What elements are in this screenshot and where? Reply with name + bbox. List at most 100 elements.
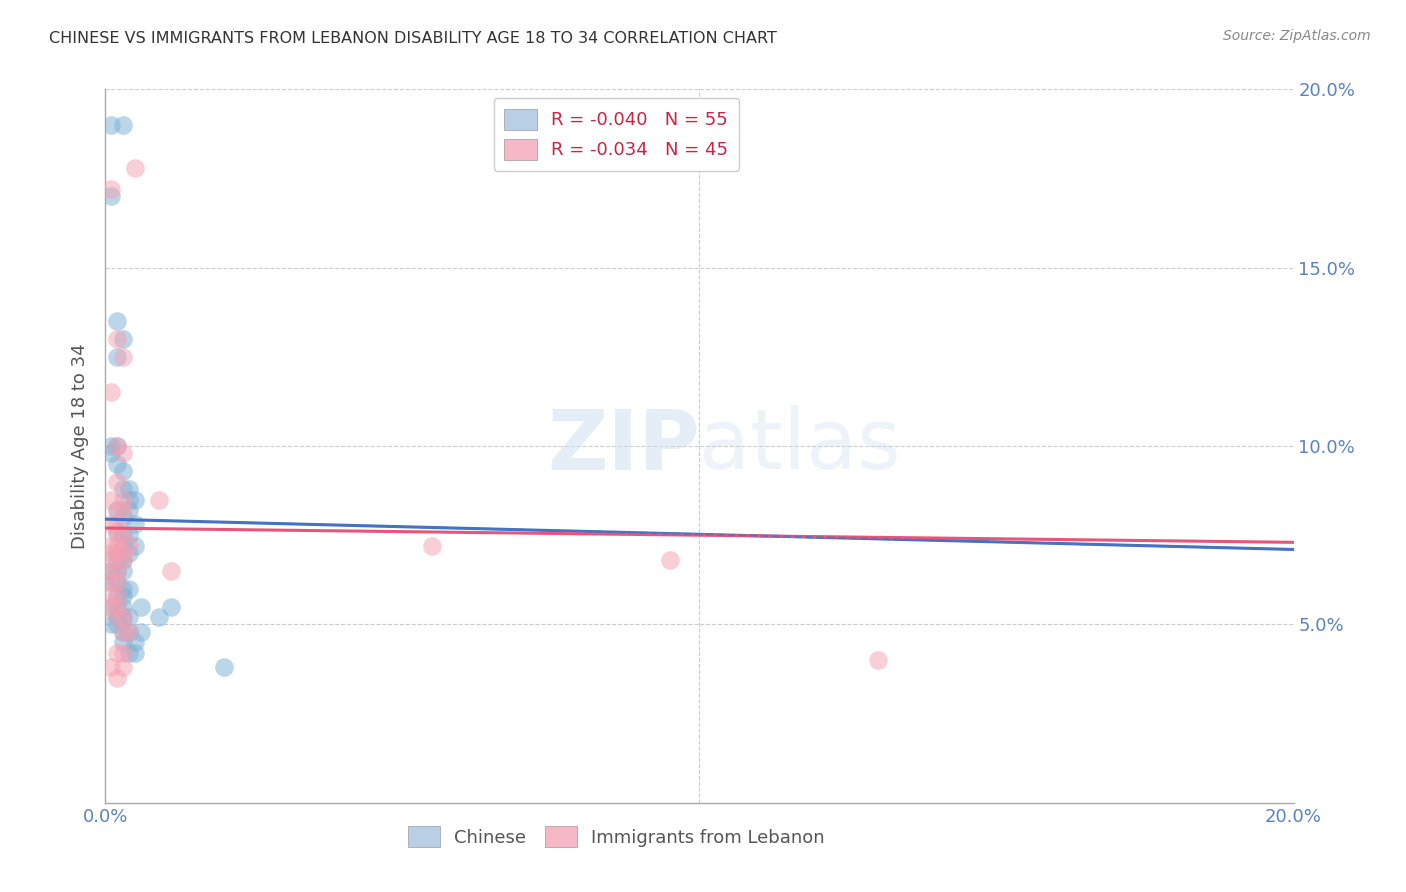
- Point: [105, 599, 128, 614]
- Point: [112, 528, 135, 542]
- Point: [148, 610, 170, 624]
- Point: [105, 617, 128, 632]
- Point: [100, 546, 122, 560]
- Point: [100, 517, 122, 532]
- Point: [105, 546, 128, 560]
- Point: [105, 503, 128, 517]
- Point: [112, 646, 135, 660]
- Point: [100, 118, 122, 132]
- Point: [118, 546, 141, 560]
- Point: [124, 492, 146, 507]
- Point: [118, 492, 141, 507]
- Point: [112, 546, 135, 560]
- Point: [100, 617, 122, 632]
- Point: [112, 624, 135, 639]
- Point: [112, 350, 135, 364]
- Point: [100, 189, 122, 203]
- Point: [118, 503, 141, 517]
- Point: [112, 610, 135, 624]
- Point: [112, 582, 135, 596]
- Point: [105, 574, 128, 589]
- Point: [100, 446, 122, 460]
- Point: [105, 610, 128, 624]
- Point: [124, 161, 146, 175]
- Point: [118, 528, 141, 542]
- Point: [105, 350, 128, 364]
- Point: [124, 539, 146, 553]
- Point: [100, 439, 122, 453]
- Point: [105, 528, 128, 542]
- Point: [105, 564, 128, 578]
- Point: [105, 589, 128, 603]
- Point: [100, 574, 122, 589]
- Point: [105, 546, 128, 560]
- Point: [100, 599, 122, 614]
- Point: [118, 539, 141, 553]
- Point: [105, 475, 128, 489]
- Point: [100, 492, 122, 507]
- Point: [124, 646, 146, 660]
- Point: [214, 660, 236, 674]
- Point: [105, 457, 128, 471]
- Point: [112, 446, 135, 460]
- Point: [112, 464, 135, 478]
- Point: [112, 528, 135, 542]
- Point: [118, 624, 141, 639]
- Point: [105, 539, 128, 553]
- Point: [112, 660, 135, 674]
- Point: [105, 332, 128, 346]
- Point: [118, 582, 141, 596]
- Point: [100, 599, 122, 614]
- Point: [105, 599, 128, 614]
- Point: [124, 635, 146, 649]
- Point: [105, 553, 128, 567]
- Point: [105, 574, 128, 589]
- Point: [105, 439, 128, 453]
- Point: [112, 564, 135, 578]
- Point: [159, 599, 181, 614]
- Point: [100, 660, 122, 674]
- Point: [866, 653, 889, 667]
- Point: [105, 610, 128, 624]
- Point: [105, 671, 128, 685]
- Point: [105, 646, 128, 660]
- Point: [100, 564, 122, 578]
- Point: [159, 564, 181, 578]
- Point: [112, 624, 135, 639]
- Point: [105, 517, 128, 532]
- Point: [112, 599, 135, 614]
- Point: [112, 118, 135, 132]
- Point: [118, 624, 141, 639]
- Point: [658, 553, 681, 567]
- Point: [105, 524, 128, 539]
- Point: [129, 624, 152, 639]
- Point: [105, 503, 128, 517]
- Point: [112, 482, 135, 496]
- Point: [100, 589, 122, 603]
- Point: [112, 510, 135, 524]
- Point: [112, 610, 135, 624]
- Text: ZIP: ZIP: [547, 406, 700, 486]
- Point: [112, 539, 135, 553]
- Point: [118, 610, 141, 624]
- Point: [118, 646, 141, 660]
- Point: [112, 553, 135, 567]
- Point: [105, 439, 128, 453]
- Point: [118, 482, 141, 496]
- Point: [112, 332, 135, 346]
- Point: [112, 635, 135, 649]
- Point: [148, 492, 170, 507]
- Point: [420, 539, 443, 553]
- Point: [112, 503, 135, 517]
- Point: [100, 539, 122, 553]
- Point: [112, 553, 135, 567]
- Point: [100, 182, 122, 196]
- Point: [112, 492, 135, 507]
- Text: CHINESE VS IMMIGRANTS FROM LEBANON DISABILITY AGE 18 TO 34 CORRELATION CHART: CHINESE VS IMMIGRANTS FROM LEBANON DISAB…: [49, 31, 778, 46]
- Point: [105, 564, 128, 578]
- Point: [100, 385, 122, 400]
- Text: atlas: atlas: [700, 406, 901, 486]
- Legend: Chinese, Immigrants from Lebanon: Chinese, Immigrants from Lebanon: [401, 819, 832, 855]
- Point: [112, 589, 135, 603]
- Point: [100, 553, 122, 567]
